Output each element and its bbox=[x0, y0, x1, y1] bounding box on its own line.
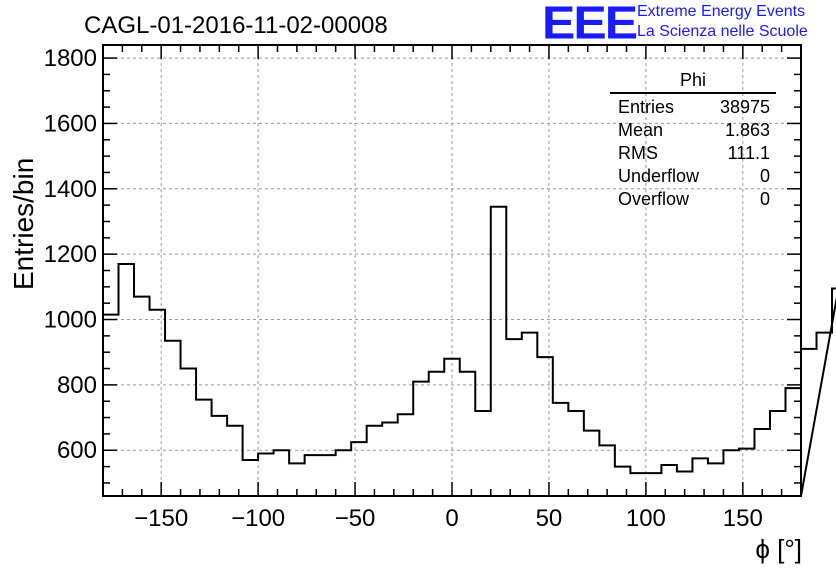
y-tick-label: 1600 bbox=[44, 110, 97, 137]
y-axis-label: Entries/bin bbox=[8, 157, 39, 290]
stats-label: RMS bbox=[618, 143, 658, 163]
stats-label: Underflow bbox=[618, 166, 700, 186]
chart-title: CAGL-01-2016-11-02-00008 bbox=[84, 12, 388, 39]
x-tick-label: −150 bbox=[134, 505, 188, 532]
x-tick-label: 100 bbox=[626, 505, 666, 532]
stats-box: Phi Entries 38975 Mean 1.863 RMS 111.1 Unde… bbox=[610, 70, 776, 211]
y-tick-label: 1400 bbox=[44, 176, 97, 203]
stats-value: 0 bbox=[759, 166, 770, 186]
tick-labels: −150 −100 −50 0 50 100 150 600 800 1000 1200 1400 16… bbox=[44, 45, 763, 532]
eee-logo: EEE bbox=[542, 0, 638, 49]
axis-ticks bbox=[103, 45, 801, 496]
stats-label: Mean bbox=[618, 120, 664, 140]
stats-value: 38975 bbox=[719, 97, 770, 117]
stats-row: Mean 1.863 bbox=[610, 119, 776, 142]
stats-value: 0 bbox=[759, 189, 770, 209]
stats-label: Overflow bbox=[618, 189, 690, 209]
stats-row: Entries 38975 bbox=[610, 96, 776, 119]
x-tick-label: 150 bbox=[723, 505, 763, 532]
y-tick-label: 1000 bbox=[44, 307, 97, 334]
stats-value: 111.1 bbox=[727, 143, 770, 163]
logo-caption-line2: La Scienza nelle Scuole bbox=[637, 23, 808, 40]
histogram-step-line bbox=[102, 205, 836, 497]
x-tick-label: −100 bbox=[231, 505, 285, 532]
x-axis-label: ϕ [°] bbox=[755, 534, 802, 564]
x-tick-label: 0 bbox=[445, 505, 458, 532]
y-tick-label: 600 bbox=[57, 437, 97, 464]
y-tick-label: 800 bbox=[57, 372, 97, 399]
stats-value: 1.863 bbox=[724, 120, 770, 140]
stats-name: Phi bbox=[610, 70, 776, 94]
logo-caption: Extreme Energy Events La Scienza nelle S… bbox=[637, 2, 808, 42]
x-tick-label: −50 bbox=[335, 505, 376, 532]
stats-row: Overflow 0 bbox=[610, 188, 776, 211]
stats-row: RMS 111.1 bbox=[610, 142, 776, 165]
stats-label: Entries bbox=[618, 97, 675, 117]
stats-row: Underflow 0 bbox=[610, 165, 776, 188]
y-tick-label: 1800 bbox=[44, 45, 97, 72]
y-tick-label: 1200 bbox=[44, 241, 97, 268]
logo-caption-line1: Extreme Energy Events bbox=[637, 3, 806, 20]
x-tick-label: 50 bbox=[536, 505, 563, 532]
